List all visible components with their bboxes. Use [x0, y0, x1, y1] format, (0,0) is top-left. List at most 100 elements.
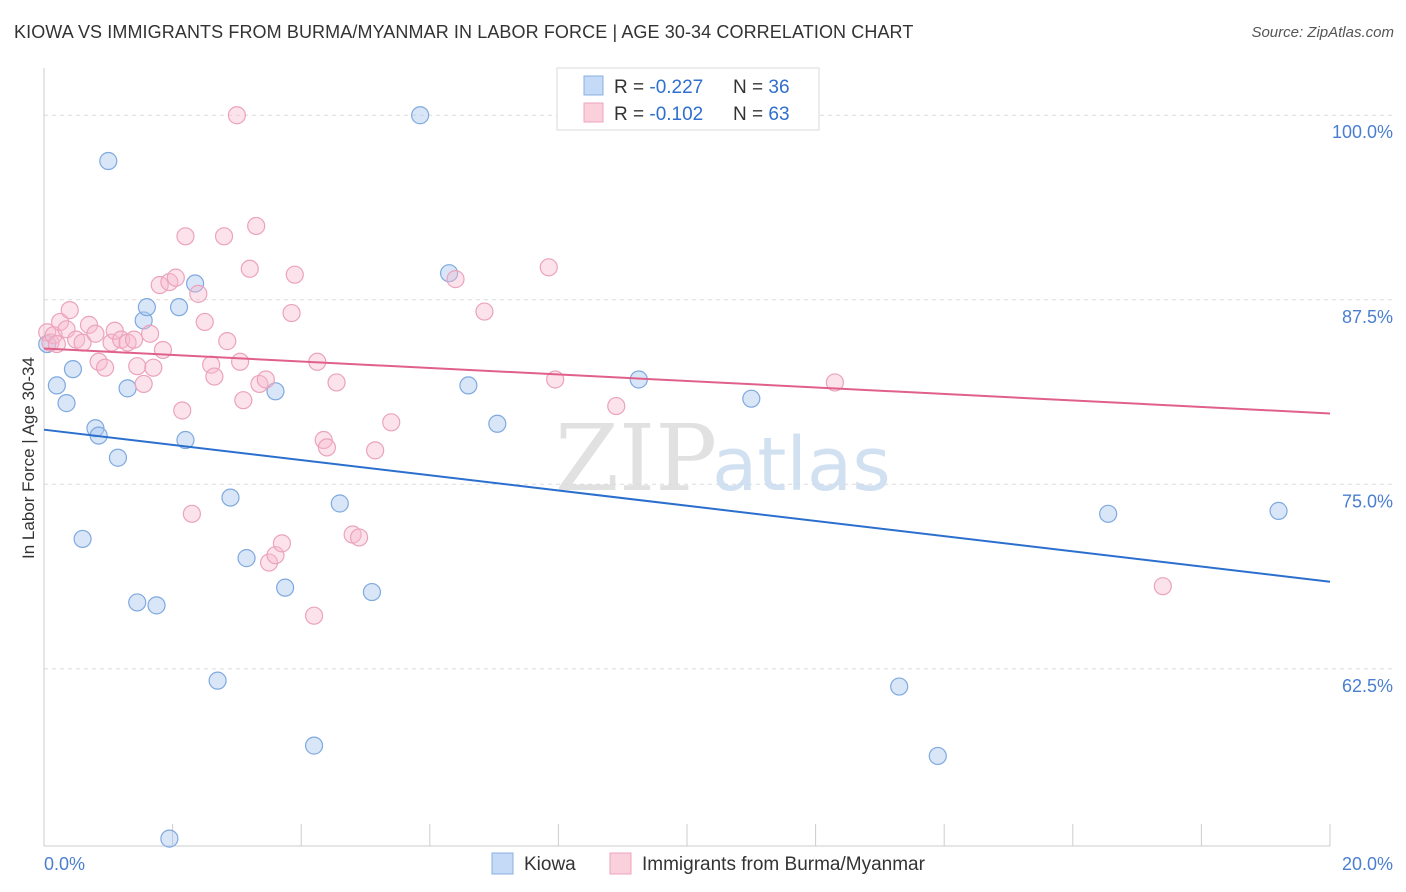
kiowa-point	[63, 360, 83, 379]
kiowa-point	[276, 578, 295, 597]
kiowa-point	[169, 298, 189, 317]
legend-r-value-burma: -0.102	[649, 104, 703, 125]
burma-point	[128, 357, 147, 376]
burma-point	[539, 258, 558, 277]
kiowa-point	[57, 394, 76, 413]
burma-point	[144, 358, 163, 377]
burma-point	[189, 284, 208, 303]
burma-point	[259, 553, 279, 572]
burma-point	[227, 106, 246, 125]
burma-point	[124, 330, 144, 349]
kiowa-point	[266, 382, 285, 401]
burma-point	[50, 312, 70, 332]
svg-text:R = -0.227: R = -0.227	[614, 77, 703, 98]
y-tick-label: 62.5%	[1342, 676, 1393, 696]
kiowa-point	[890, 677, 909, 696]
svg-text:N = 63: N = 63	[733, 104, 790, 125]
burma-point	[240, 259, 259, 278]
data-points	[38, 106, 1288, 848]
burma-point	[282, 303, 301, 323]
kiowa-point	[160, 829, 179, 848]
kiowa-point	[118, 379, 137, 398]
burma-point	[327, 373, 346, 392]
burma-point	[272, 534, 292, 553]
kiowa-point	[186, 274, 205, 293]
burma-point	[214, 227, 234, 246]
kiowa-point	[99, 151, 118, 171]
legend-n-label-kiowa: N =	[733, 77, 768, 98]
legend-swatch-kiowa	[583, 75, 604, 96]
axes	[43, 68, 1331, 847]
legend-swatch-burma	[583, 102, 604, 123]
kiowa-point	[108, 448, 128, 467]
burma-point	[176, 227, 195, 246]
kiowa-point	[176, 430, 195, 450]
burma-point	[382, 413, 401, 432]
burma-point	[86, 324, 105, 343]
svg-text:N = 36: N = 36	[733, 77, 790, 98]
burma-point	[153, 340, 173, 360]
series-legend-label-kiowa[interactable]: Kiowa	[524, 854, 576, 875]
burma-point	[825, 373, 844, 392]
kiowa-point	[488, 414, 507, 433]
kiowa-point	[147, 596, 166, 615]
kiowa-point	[742, 389, 761, 408]
svg-text:R = -0.102: R = -0.102	[614, 104, 703, 125]
kiowa-trend-line	[43, 428, 1331, 583]
burma-point	[95, 358, 115, 377]
kiowa-point	[362, 582, 382, 602]
burma-point	[1153, 577, 1172, 596]
series-legend-swatch-burma[interactable]	[609, 852, 632, 875]
burma-point	[182, 504, 201, 523]
burma-point	[304, 606, 324, 625]
y-axis-label: In Labor Force | Age 30-34	[19, 357, 38, 559]
zipatlas-watermark: ZIP atlas	[555, 405, 891, 512]
burma-point	[366, 441, 385, 460]
y-tick-label: 75.0%	[1342, 491, 1393, 511]
kiowa-point	[208, 671, 227, 690]
kiowa-point	[411, 106, 430, 125]
legend-r-value-kiowa: -0.227	[649, 77, 703, 98]
watermark-atlas: atlas	[712, 422, 891, 508]
burma-point	[285, 265, 304, 284]
legend-n-value-burma: 63	[768, 104, 789, 125]
burma-point	[166, 268, 185, 287]
y-tick-label: 87.5%	[1342, 307, 1393, 327]
trend-lines	[43, 347, 1331, 583]
legend-r-label-burma: R =	[614, 104, 649, 125]
burma-point	[446, 270, 465, 289]
y-tick-labels: 100.0% 87.5% 75.0% 62.5%	[1332, 122, 1393, 696]
legend: R = -0.227 N = 36 R = -0.102 N = 63	[556, 67, 820, 131]
legend-r-label-kiowa: R =	[614, 77, 649, 98]
kiowa-point	[330, 494, 349, 513]
kiowa-point	[73, 529, 92, 549]
burma-point	[247, 216, 266, 236]
burma-point	[173, 401, 192, 420]
burma-point	[60, 301, 79, 320]
kiowa-point	[928, 746, 947, 766]
burma-point	[317, 438, 337, 457]
series-legend-label-burma[interactable]: Immigrants from Burma/Myanmar	[642, 854, 926, 875]
burma-point	[349, 528, 369, 547]
burma-point	[607, 396, 626, 416]
kiowa-point	[237, 549, 256, 568]
series-legend-swatch-kiowa[interactable]	[491, 852, 514, 875]
kiowa-point	[221, 488, 240, 507]
burma-point	[234, 391, 253, 410]
burma-point	[205, 367, 224, 386]
chart-title: KIOWA VS IMMIGRANTS FROM BURMA/MYANMAR I…	[14, 22, 914, 42]
kiowa-point	[137, 298, 156, 317]
x-tick-labels: 0.0% 20.0%	[44, 854, 1393, 874]
kiowa-point	[128, 593, 147, 612]
kiowa-point	[1099, 504, 1118, 523]
burma-point	[475, 302, 494, 321]
x-tick-label: 20.0%	[1342, 854, 1393, 874]
legend-n-value-kiowa: 36	[768, 77, 789, 98]
chart-source: Source: ZipAtlas.com	[1251, 24, 1394, 41]
y-tick-label: 100.0%	[1332, 122, 1393, 142]
burma-point	[218, 332, 237, 351]
kiowa-point	[459, 376, 478, 395]
burma-point	[231, 352, 250, 371]
legend-n-label-burma: N =	[733, 104, 768, 125]
